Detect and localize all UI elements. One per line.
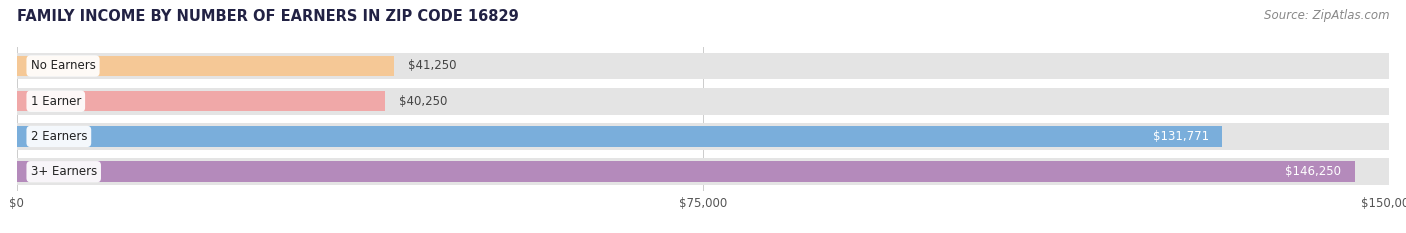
Text: $131,771: $131,771 [1153, 130, 1209, 143]
Text: $40,250: $40,250 [399, 95, 447, 108]
Bar [17, 123, 1389, 150]
Bar [17, 161, 1355, 182]
Bar [17, 88, 1389, 115]
Text: $146,250: $146,250 [1285, 165, 1341, 178]
Text: FAMILY INCOME BY NUMBER OF EARNERS IN ZIP CODE 16829: FAMILY INCOME BY NUMBER OF EARNERS IN ZI… [17, 9, 519, 24]
Text: Source: ZipAtlas.com: Source: ZipAtlas.com [1264, 9, 1389, 22]
Bar [17, 53, 1389, 79]
Text: 2 Earners: 2 Earners [31, 130, 87, 143]
Bar [17, 158, 1389, 185]
Text: 3+ Earners: 3+ Earners [31, 165, 97, 178]
Bar [17, 126, 1222, 147]
Text: 1 Earner: 1 Earner [31, 95, 82, 108]
Bar [17, 91, 385, 111]
Text: No Earners: No Earners [31, 59, 96, 72]
Text: $41,250: $41,250 [408, 59, 457, 72]
Bar [17, 56, 394, 76]
